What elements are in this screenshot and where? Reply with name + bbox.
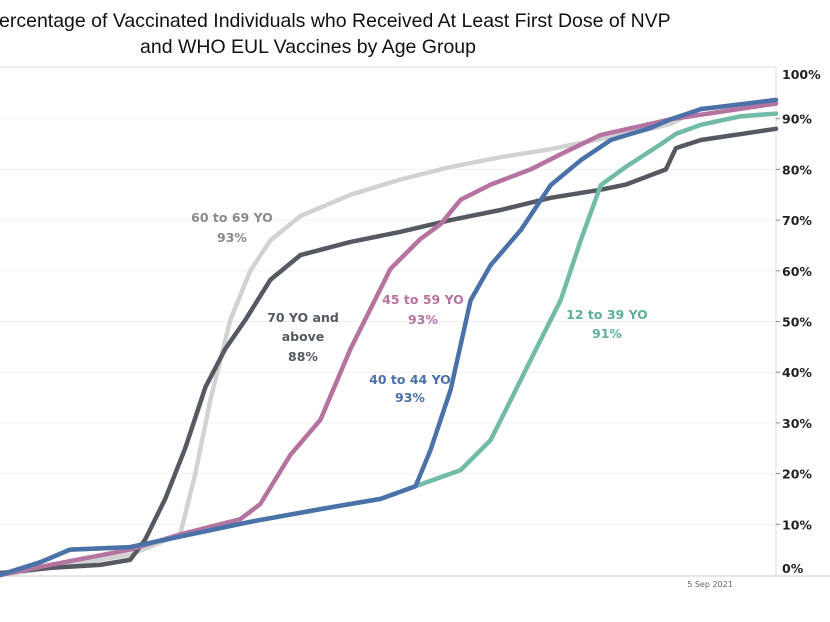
- label-60-69-name: 60 to 69 YO: [191, 210, 273, 225]
- y-tick-label: 20%: [782, 467, 812, 482]
- chart-title-line-1: Percentage of Vaccinated Individuals who…: [0, 10, 671, 32]
- label-45-59-name: 45 to 59 YO: [382, 292, 464, 307]
- label-70plus-name-2: above: [282, 329, 325, 344]
- x-tick-label: 5 Sep 2021: [687, 580, 733, 589]
- y-tick-label: 90%: [782, 112, 812, 127]
- y-tick-label: 30%: [782, 416, 812, 431]
- label-12-39-value: 91%: [592, 326, 622, 341]
- series-line-45-to-59-yo: [0, 101, 779, 578]
- label-70plus-name-1: 70 YO and: [267, 310, 339, 325]
- y-tick-label: 10%: [782, 517, 812, 532]
- y-tick-label: 50%: [782, 315, 812, 330]
- chart-title-line-2: and WHO EUL Vaccines by Age Group: [140, 36, 476, 58]
- label-40-44-name: 40 to 44 YO: [369, 372, 451, 387]
- y-tick-label: 40%: [782, 365, 812, 380]
- y-tick-label: 0%: [782, 561, 804, 576]
- series-line-60-to-69-yo: [0, 101, 779, 578]
- label-40-44-value: 93%: [395, 390, 425, 405]
- label-12-39-name: 12 to 39 YO: [566, 307, 648, 322]
- label-60-69-value: 93%: [217, 230, 247, 245]
- label-70plus-value: 88%: [288, 349, 318, 364]
- y-tick-label: 70%: [782, 213, 812, 228]
- label-45-59-value: 93%: [408, 312, 438, 327]
- y-tick-label: 60%: [782, 264, 812, 279]
- series-line-70-yo-and-above: [0, 126, 779, 576]
- series-line-40-to-44-yo: [0, 97, 779, 578]
- y-tick-label: 80%: [782, 162, 812, 177]
- y-tick-label: 100%: [782, 67, 821, 82]
